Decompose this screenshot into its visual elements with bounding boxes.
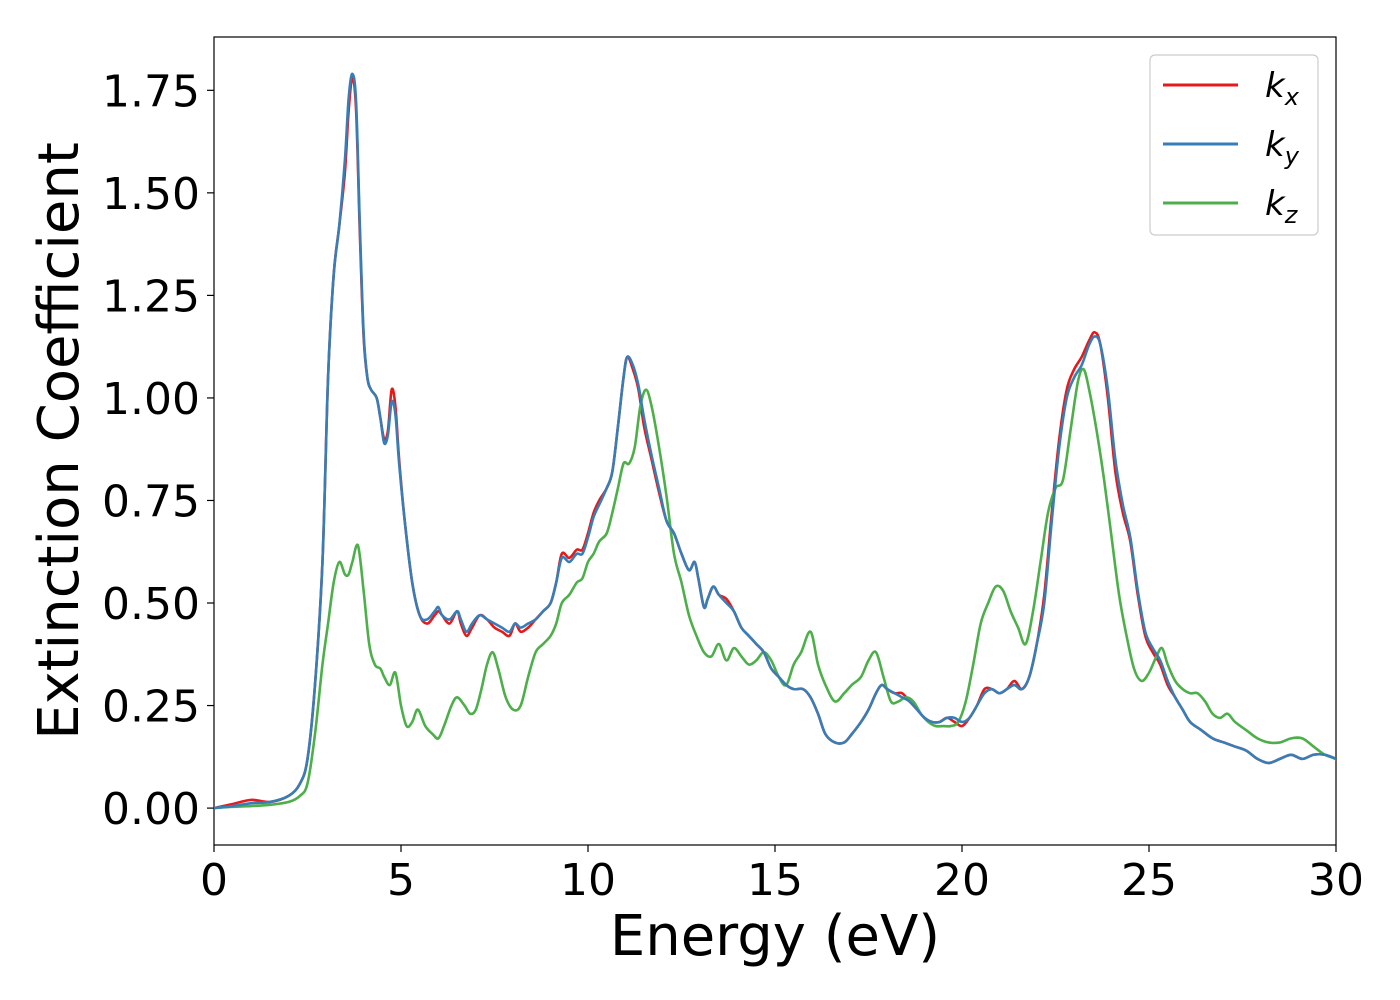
series-line-kz: [214, 367, 1336, 810]
y-axis-ticks: 0.00 0.25 0.50 0.75 1.00 1.25 1.50 1.75: [102, 66, 214, 835]
y-tick-label: 0.50: [102, 579, 200, 630]
y-tick-label: 1.00: [102, 374, 200, 425]
legend-label-ky: ky: [1265, 125, 1300, 170]
x-tick-label: 10: [560, 855, 616, 906]
x-tick-label: 20: [934, 855, 990, 906]
x-axis-title: Energy (eV): [610, 904, 940, 969]
y-tick-label: 1.75: [102, 66, 200, 117]
plot-area: [213, 36, 1337, 846]
legend-label-base: k: [1265, 184, 1286, 224]
series-line-ky: [214, 72, 1336, 810]
legend-label-kx: kx: [1265, 66, 1300, 111]
legend-label-subscript: z: [1284, 201, 1299, 229]
x-tick-label: 0: [200, 855, 228, 906]
x-tick-label: 5: [387, 855, 415, 906]
legend-label-subscript: x: [1284, 83, 1300, 111]
x-axis-ticks: 0 5 10 15 20 25 30: [200, 845, 1364, 906]
y-tick-label: 0.25: [102, 682, 200, 733]
y-tick-label: 1.25: [102, 271, 200, 322]
legend-label-kz: kz: [1265, 184, 1299, 229]
y-tick-label: 1.50: [102, 169, 200, 220]
y-axis-title: Extinction Coefficient: [27, 142, 92, 740]
y-tick-label: 0.75: [102, 476, 200, 527]
legend-label-base: k: [1265, 125, 1286, 165]
series-layer: [214, 72, 1336, 810]
legend-label-base: k: [1265, 66, 1286, 106]
x-tick-label: 25: [1121, 855, 1177, 906]
x-tick-label: 30: [1308, 855, 1364, 906]
y-tick-label: 0.00: [102, 784, 200, 835]
legend-label-subscript: y: [1284, 142, 1300, 170]
x-tick-label: 15: [747, 855, 803, 906]
